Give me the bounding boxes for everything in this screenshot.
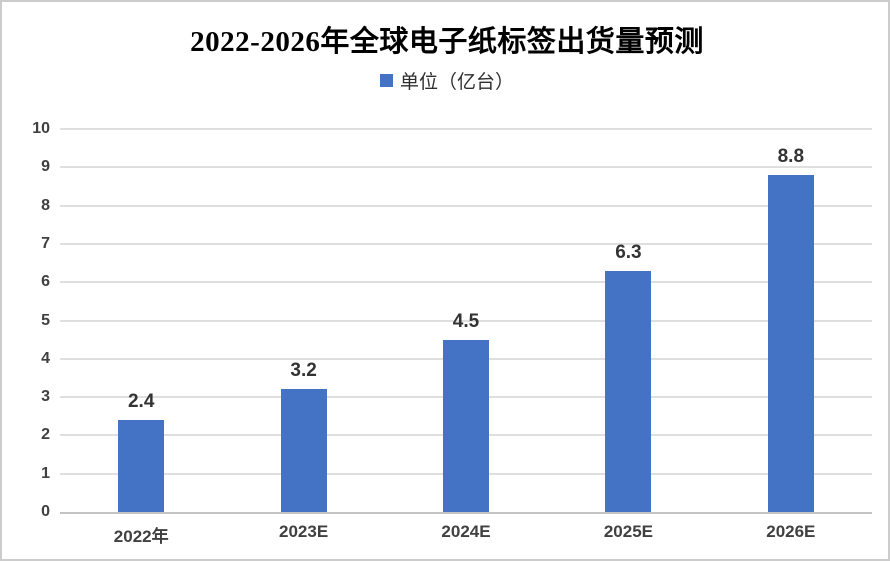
bar-2024E: 4.5	[443, 311, 490, 512]
y-tick-label: 4	[41, 349, 50, 367]
data-label: 4.5	[452, 310, 480, 332]
chart-title: 2022-2026年全球电子纸标签出货量预测	[190, 26, 704, 58]
x-tick-label: 2022年	[113, 527, 169, 546]
y-tick-label: 7	[41, 234, 50, 252]
y-tick-label: 2	[41, 426, 50, 444]
y-tick-label: 8	[41, 196, 50, 214]
y-tick-label: 5	[41, 311, 50, 329]
gridline	[60, 319, 872, 322]
y-tick-label: 1	[41, 464, 50, 482]
gridline	[60, 242, 872, 245]
bar-2025E: 6.3	[605, 242, 652, 512]
gridline	[60, 281, 872, 284]
gridline	[60, 166, 872, 169]
x-tick-label: 2025E	[603, 522, 653, 541]
plot-area: 2.4 3.2 4.5 6.3 8.8	[60, 128, 872, 514]
bar-slot: 2.4	[60, 129, 222, 512]
bar-slot: 6.3	[547, 129, 709, 512]
data-label: 3.2	[290, 360, 317, 382]
data-label: 2.4	[127, 391, 155, 413]
y-tick-label: 3	[41, 388, 50, 406]
legend-label: 单位（亿台）	[399, 71, 514, 93]
gridline	[60, 204, 872, 207]
data-label: 8.8	[777, 145, 805, 167]
bar-2023E: 3.2	[280, 360, 327, 512]
data-label: 6.3	[615, 241, 642, 263]
gridline	[60, 128, 872, 130]
x-tick-label: 2023E	[279, 522, 329, 541]
x-axis: 2022年 2023E 2024E 2025E 2026E	[60, 522, 872, 547]
bar-slot: 3.2	[222, 129, 384, 512]
bar-slot: 4.5	[385, 129, 547, 512]
x-tick-label: 2026E	[766, 522, 816, 541]
legend: 单位（亿台）	[2, 68, 890, 93]
bar-2026E: 8.8	[767, 146, 814, 512]
y-tick-label: 6	[41, 273, 50, 291]
x-tick-label: 2024E	[441, 522, 491, 541]
y-tick-label: 9	[41, 158, 50, 176]
y-axis: 0 1 2 3 4 5 6 7 8 9 10	[2, 120, 50, 520]
bar-2022年: 2.4	[118, 391, 165, 512]
bar-slot: 8.8	[710, 129, 872, 512]
legend-swatch-icon	[379, 73, 393, 87]
y-tick-label: 10	[32, 120, 50, 137]
y-tick-label: 0	[41, 503, 50, 520]
